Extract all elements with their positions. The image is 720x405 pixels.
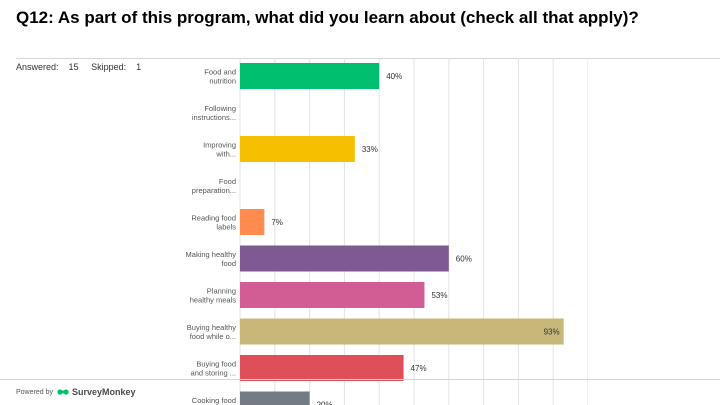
category-label: Food preparation... bbox=[192, 177, 236, 195]
bar bbox=[240, 63, 380, 89]
footer-divider bbox=[0, 379, 720, 380]
bar bbox=[240, 209, 265, 235]
value-label: 20% bbox=[317, 401, 333, 405]
response-stats: Answered: 15 Skipped: 1 bbox=[16, 62, 141, 72]
value-label: 53% bbox=[431, 291, 447, 300]
category-label: Improving with... bbox=[203, 141, 236, 159]
category-label: Making healthy food bbox=[186, 250, 237, 268]
skipped-label: Skipped: bbox=[91, 62, 127, 72]
value-label: 40% bbox=[386, 72, 402, 81]
category-label: Buying food and storing ... bbox=[191, 360, 236, 378]
value-label: 93% bbox=[544, 328, 560, 337]
category-label: Planning healthy meals bbox=[190, 287, 237, 305]
category-label: Food and nutrition bbox=[204, 68, 236, 86]
value-label: 60% bbox=[456, 255, 472, 264]
value-label: 7% bbox=[271, 218, 283, 227]
title-divider bbox=[16, 58, 720, 59]
answered-label: Answered: bbox=[16, 62, 59, 72]
powered-by-text: Powered by bbox=[16, 388, 53, 396]
category-label: Reading food labels bbox=[191, 214, 236, 232]
question-title: Q12: As part of this program, what did y… bbox=[16, 8, 639, 27]
category-label: Following instructions... bbox=[192, 104, 236, 122]
value-label: 47% bbox=[411, 364, 427, 373]
bar bbox=[240, 282, 425, 308]
value-label: 33% bbox=[362, 145, 378, 154]
footer: Powered by SurveyMonkey bbox=[16, 387, 136, 397]
category-label: Buying healthy food while o... bbox=[187, 323, 236, 341]
skipped-count: 1 bbox=[136, 62, 142, 72]
brand-name: SurveyMonkey bbox=[71, 387, 136, 397]
bar bbox=[240, 136, 355, 162]
answered-count: 15 bbox=[68, 62, 79, 72]
bar bbox=[240, 391, 310, 405]
bar-chart: Food and nutrition 40% Following instruction… bbox=[186, 58, 588, 405]
bar bbox=[240, 318, 564, 345]
surveymonkey-logo-icon bbox=[57, 389, 69, 395]
bar bbox=[240, 245, 449, 272]
surveymonkey-logo: SurveyMonkey bbox=[57, 387, 136, 397]
bar bbox=[240, 355, 404, 381]
